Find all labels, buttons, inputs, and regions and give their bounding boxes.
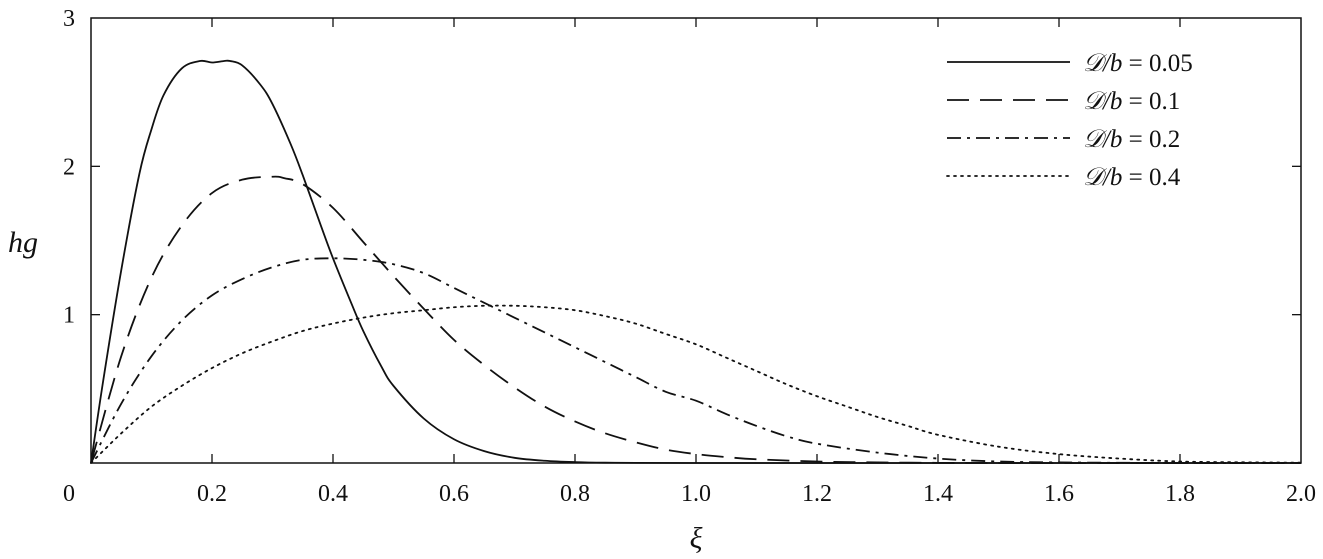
series-line-4 <box>90 304 1302 464</box>
series-line-3 <box>90 257 1302 464</box>
legend-label-value: = 0.2 <box>1122 126 1180 153</box>
x-tick-label: 1.6 <box>1044 481 1074 507</box>
legend-label-value: = 0.4 <box>1122 164 1180 191</box>
y-tick-label: 2 <box>63 154 75 180</box>
x-axis-label: ξ <box>690 522 703 555</box>
x-tick-label: 2.0 <box>1286 481 1316 507</box>
x-tick-label: 0.6 <box>439 481 469 507</box>
legend-label: 𝒟/b = 0.2 <box>1083 126 1180 153</box>
x-tick-label: 1.2 <box>802 481 832 507</box>
y-tick-label: 1 <box>63 303 75 329</box>
y-tick-label: 3 <box>63 6 75 32</box>
y-axis-ticks: 1 2 3 <box>63 6 1301 329</box>
series-line-2 <box>90 175 1301 464</box>
x-tick-label: 0 <box>63 481 75 507</box>
x-tick-label: 1.0 <box>681 481 711 507</box>
legend-label-value: = 0.1 <box>1122 88 1180 115</box>
plot-frame <box>90 17 1302 464</box>
legend-label-value: = 0.05 <box>1122 50 1192 77</box>
legend-label: 𝒟/b = 0.1 <box>1083 88 1180 115</box>
legend-label: 𝒟/b = 0.4 <box>1083 164 1181 191</box>
legend-label-variable: 𝒟/b <box>1083 88 1122 115</box>
x-axis-ticks: 0 0.2 0.4 0.6 0.8 1.0 1.2 1.4 1.6 1.8 2.0 <box>63 18 1316 507</box>
x-tick-label: 0.4 <box>318 481 348 507</box>
x-tick-label: 0.8 <box>560 481 590 507</box>
legend-label-variable: 𝒟/b <box>1083 50 1122 77</box>
x-tick-label: 0.2 <box>197 481 227 507</box>
series-lines <box>90 59 1302 464</box>
legend: 𝒟/b = 0.05𝒟/b = 0.1𝒟/b = 0.2𝒟/b = 0.4 <box>946 50 1193 191</box>
legend-label: 𝒟/b = 0.05 <box>1083 50 1193 77</box>
x-tick-label: 1.4 <box>923 481 953 507</box>
x-tick-label: 1.8 <box>1165 481 1195 507</box>
series-line-1 <box>90 59 1301 464</box>
legend-label-variable: 𝒟/b <box>1083 126 1122 153</box>
y-axis-label: hg <box>8 226 38 259</box>
legend-label-variable: 𝒟/b <box>1083 164 1122 191</box>
